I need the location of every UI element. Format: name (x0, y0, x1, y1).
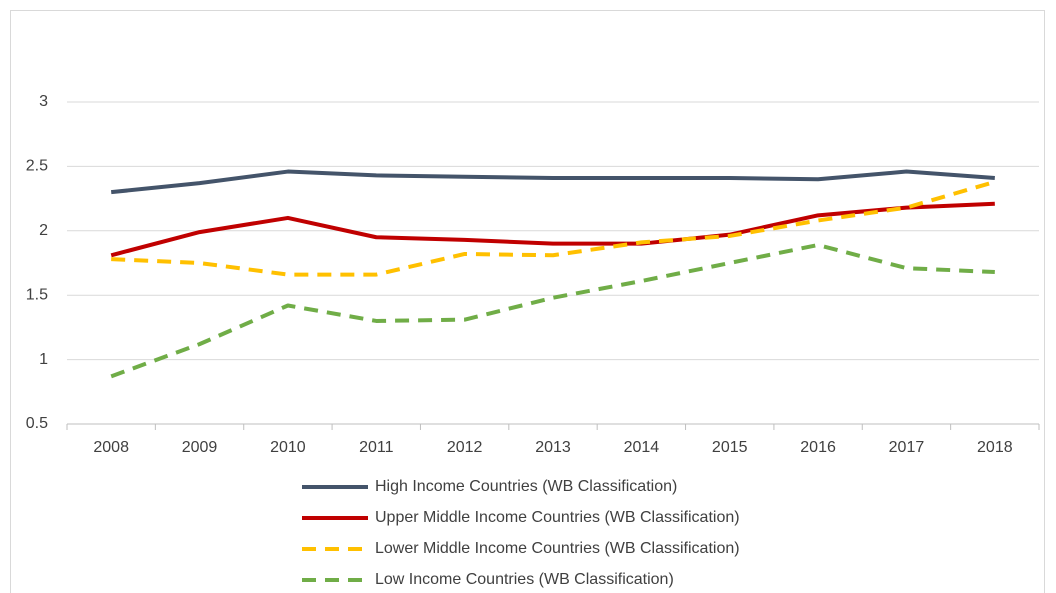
x-tick-label: 2010 (270, 439, 306, 456)
series-line (110, 242, 995, 379)
legend-label: High Income Countries (WB Classification… (375, 478, 677, 495)
y-tick-label: 2.5 (26, 158, 48, 175)
chart-frame (10, 10, 1045, 593)
y-tick-label: 1.5 (26, 286, 48, 303)
legend-label: Lower Middle Income Countries (WB Classi… (375, 540, 740, 557)
x-tick-label: 2013 (535, 439, 571, 456)
y-tick-label: 1 (39, 351, 48, 368)
legend-label: Low Income Countries (WB Classification) (375, 571, 674, 588)
x-tick-label: 2012 (447, 439, 483, 456)
legend-label: Upper Middle Income Countries (WB Classi… (375, 509, 740, 526)
x-tick-label: 2011 (359, 439, 394, 456)
y-tick-label: 3 (39, 93, 48, 110)
x-tick-label: 2016 (800, 439, 836, 456)
series-line (111, 179, 996, 277)
y-tick-label: 0.5 (26, 415, 48, 432)
series-line (110, 169, 995, 195)
x-tick-label: 2015 (712, 439, 748, 456)
x-tick-label: 2018 (977, 439, 1013, 456)
y-tick-label: 2 (39, 222, 48, 239)
series-line (110, 201, 995, 258)
x-tick-label: 2014 (624, 439, 660, 456)
x-tick-label: 2008 (93, 439, 129, 456)
x-tick-label: 2017 (889, 439, 925, 456)
x-tick-label: 2009 (182, 439, 218, 456)
